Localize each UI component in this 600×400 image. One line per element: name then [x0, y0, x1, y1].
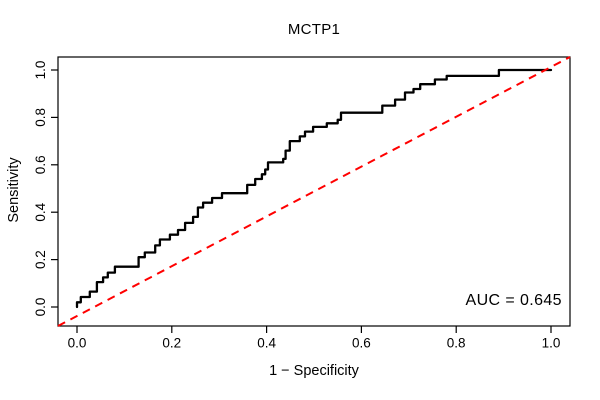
y-tick-label: 0.4 — [33, 202, 48, 221]
auc-annotation: AUC = 0.645 — [465, 292, 562, 309]
x-tick-label: 0.0 — [68, 336, 87, 351]
y-axis-label: Sensitivity — [6, 157, 22, 223]
plot-box — [57, 56, 571, 327]
x-axis-label: 1 − Specificity — [269, 363, 359, 379]
reference-diagonal-line — [57, 56, 571, 327]
x-tick-label: 0.2 — [162, 336, 181, 351]
y-tick-label: 0.8 — [33, 108, 48, 127]
x-tick-label: 1.0 — [542, 336, 561, 351]
y-tick-label: 0.2 — [33, 250, 48, 269]
x-tick-label: 0.4 — [257, 336, 276, 351]
y-tick-label: 0.0 — [33, 298, 48, 317]
y-tick-label: 0.6 — [33, 155, 48, 174]
x-tick-label: 0.8 — [447, 336, 466, 351]
x-tick-label: 0.6 — [352, 336, 371, 351]
y-tick-label: 1.0 — [33, 61, 48, 80]
chart-title: MCTP1 — [287, 21, 341, 38]
roc-curve — [75, 68, 553, 309]
